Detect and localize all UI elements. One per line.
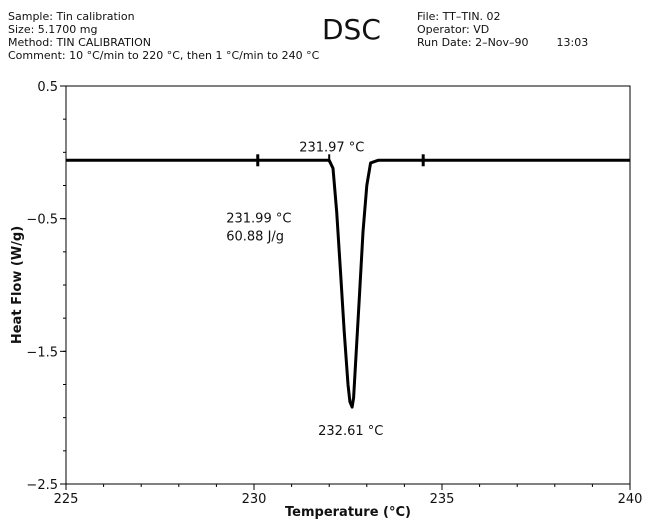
- comment-label: Comment: 10 °C/min to 220 °C, then 1 °C/…: [8, 49, 320, 62]
- y-axis: 0.5 −0.5 −1.5 −2.5: [26, 80, 66, 493]
- x-axis: 225 230 235 240: [54, 484, 643, 507]
- onset-temperature-label: 231.97 °C: [299, 140, 364, 155]
- header-left: Sample: Tin calibration Size: 5.1700 mg …: [8, 10, 319, 62]
- annotations: 231.97 °C 231.99 °C 60.88 J/g 232.61 °C: [226, 140, 383, 439]
- file-label: File: TT–TIN. 02: [417, 10, 501, 23]
- y-tick-label: 0.5: [37, 80, 58, 95]
- integration-markers: [256, 154, 425, 167]
- x-tick-label: 240: [618, 492, 643, 507]
- peak-temperature-label: 232.61 °C: [318, 424, 383, 439]
- chart-title: DSC: [322, 13, 381, 46]
- y-tick-label: −2.5: [26, 478, 58, 493]
- peak-area-label: 60.88 J/g: [226, 230, 284, 245]
- y-tick-label: −1.5: [26, 345, 58, 360]
- peak-area-label: 231.99 °C: [226, 212, 291, 227]
- x-tick-label: 225: [54, 492, 79, 507]
- sample-label: Sample: Tin calibration: [8, 10, 135, 23]
- y-tick-label: −0.5: [26, 213, 58, 228]
- size-label: Size: 5.1700 mg: [8, 23, 98, 36]
- run-date-line: Run Date: 2–Nov–90 13:03: [417, 36, 588, 49]
- run-time-label: 13:03: [556, 36, 589, 49]
- plot-frame: [65, 85, 631, 485]
- x-tick-label: 230: [242, 492, 267, 507]
- x-axis-title: Temperature (°C): [285, 505, 411, 520]
- run-date-label: Run Date: 2–Nov–90: [417, 36, 529, 49]
- y-axis-title: Heat Flow (W/g): [10, 226, 25, 344]
- method-label: Method: TIN CALIBRATION: [8, 36, 151, 49]
- x-tick-label: 235: [430, 492, 455, 507]
- header-right: File: TT–TIN. 02 Operator: VD Run Date: …: [417, 10, 588, 49]
- heat-flow-curve: [66, 158, 630, 409]
- operator-label: Operator: VD: [417, 23, 490, 36]
